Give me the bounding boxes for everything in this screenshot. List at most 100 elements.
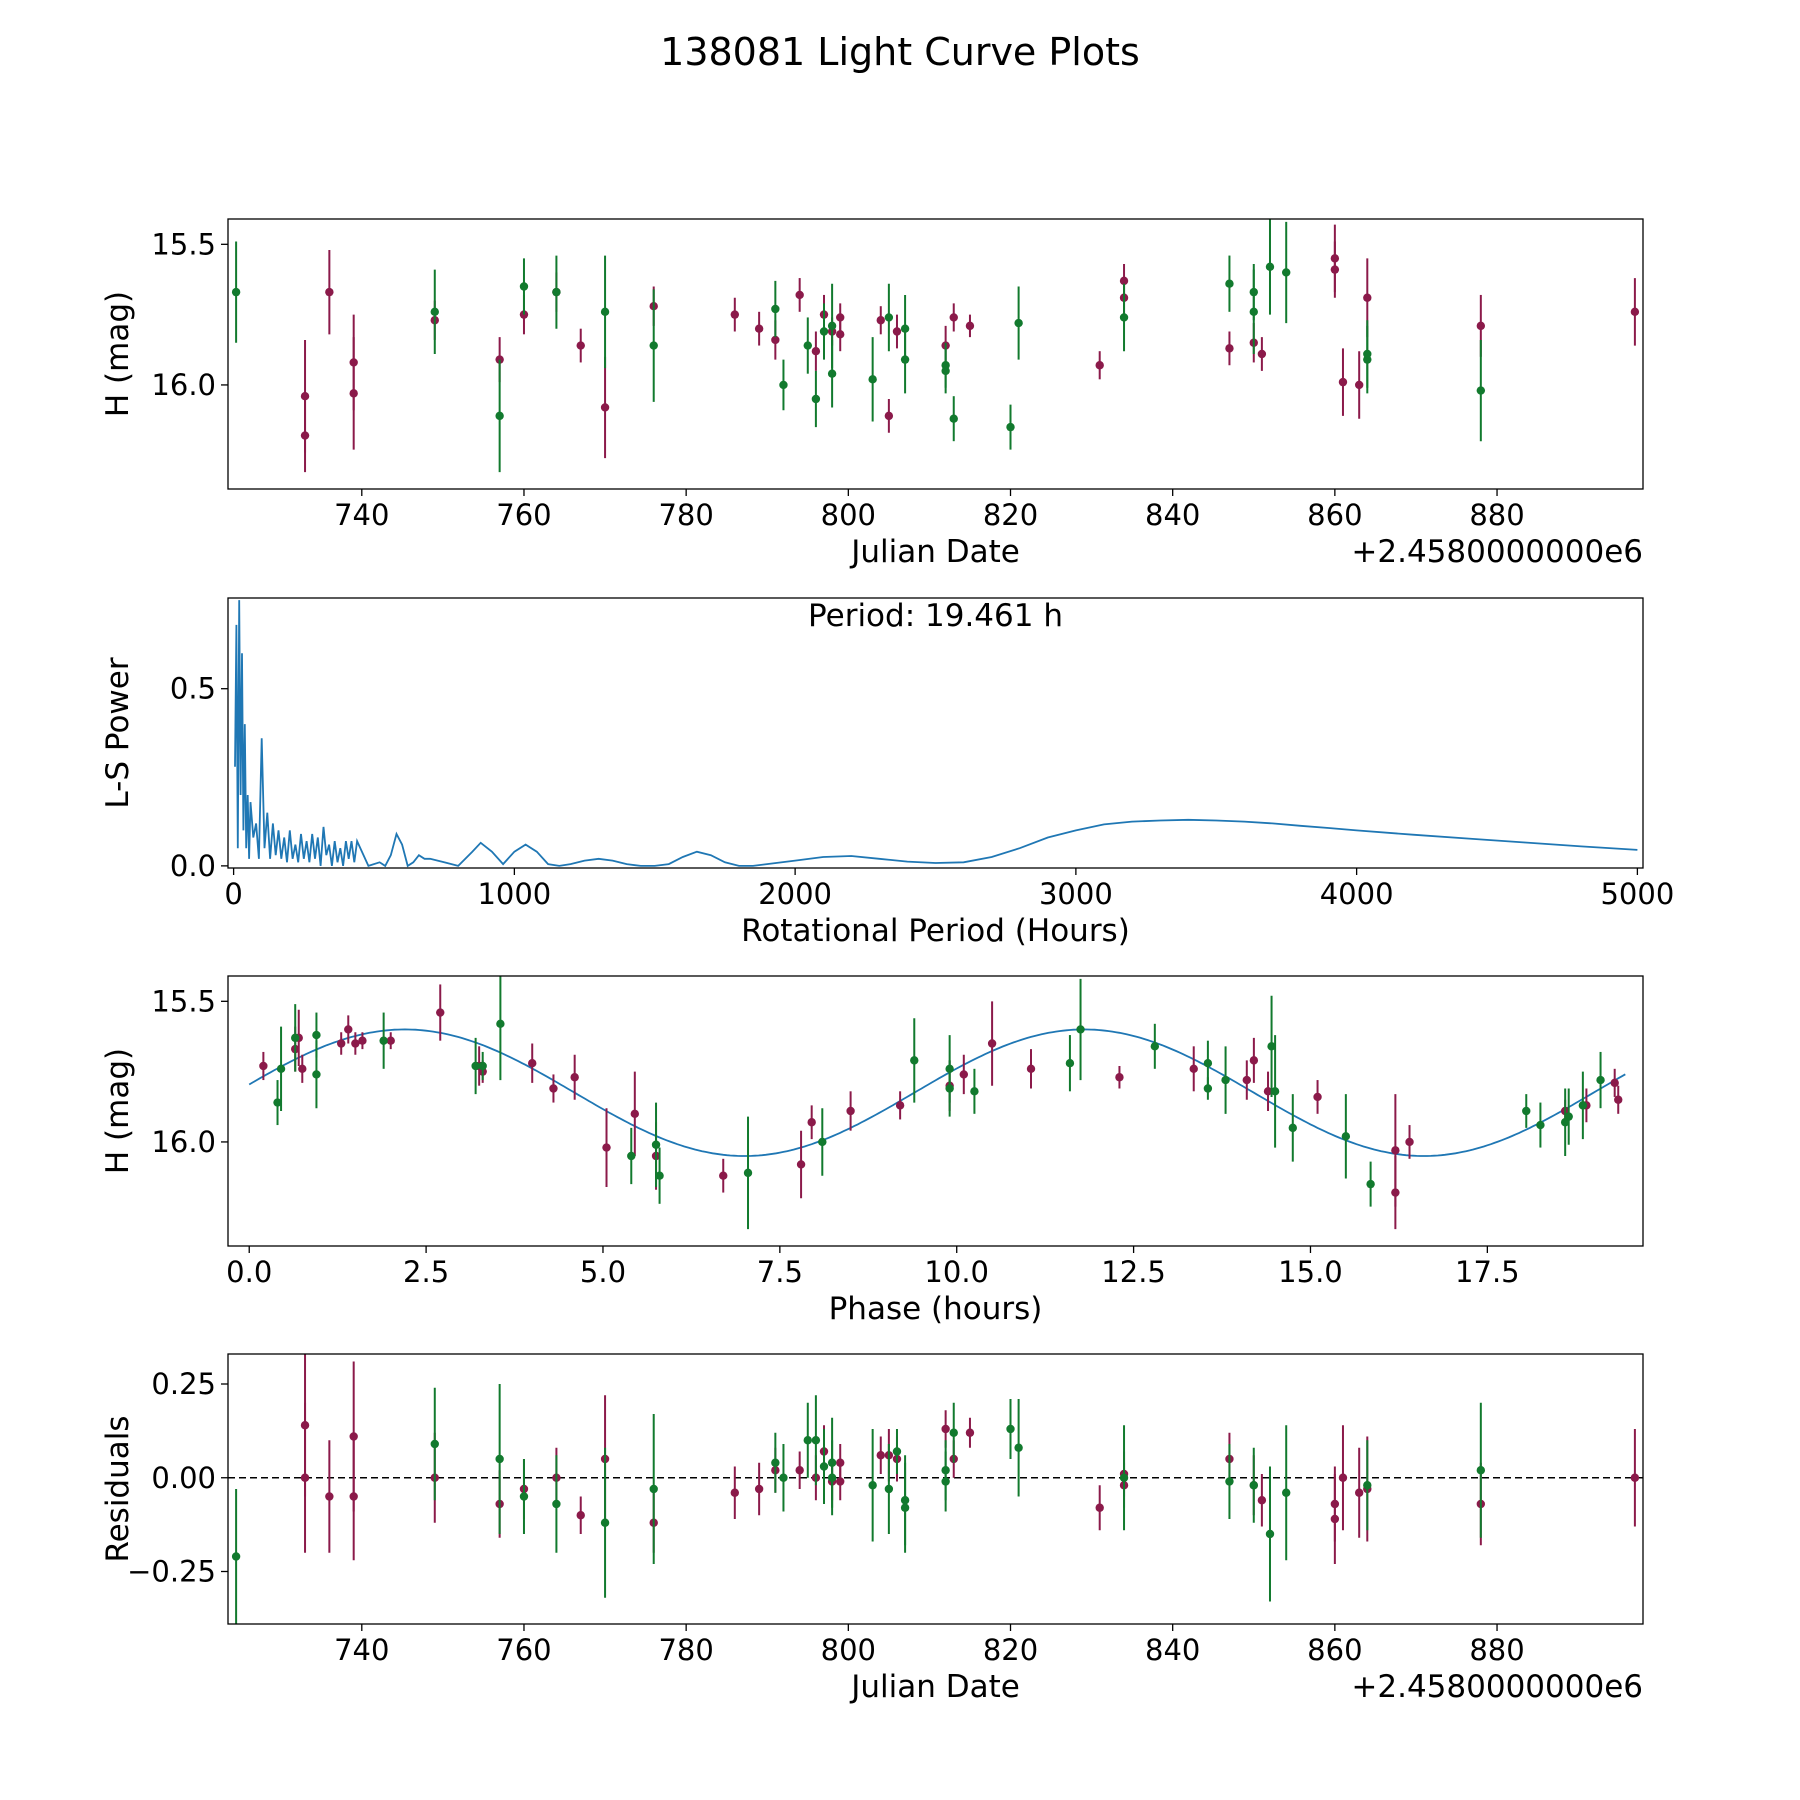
data-point-g (1265, 1529, 1275, 1539)
data-point-g (379, 1036, 388, 1045)
data-point-g (743, 1168, 753, 1178)
x-tick-label: 880 (1469, 498, 1524, 532)
data-point-r (349, 358, 358, 367)
data-point-r (846, 1106, 855, 1116)
data-point-r (1095, 361, 1104, 370)
data-point-g (827, 321, 837, 331)
data-point-g (627, 1151, 636, 1161)
data-point-g (1282, 268, 1291, 277)
data-point-g (1221, 1075, 1230, 1085)
data-point-r (795, 290, 804, 300)
data-point-g (900, 324, 910, 333)
data-point-r (349, 1492, 358, 1501)
x-tick-label: 760 (496, 498, 551, 532)
data-point-g (827, 1473, 837, 1482)
data-point-r (576, 1511, 585, 1520)
periodogram-panel: 0 1000 2000 3000 4000 5000 0.5 0.0 Rotational Pe… (100, 597, 1674, 949)
data-point-r (949, 313, 958, 322)
x-tick-label: 10.0 (924, 1255, 989, 1289)
data-point-g (519, 282, 529, 291)
data-point-r (1095, 1503, 1104, 1512)
data-point-r (1391, 1146, 1400, 1155)
data-point-g (1006, 1424, 1015, 1434)
light-curve-plot-area (231, 219, 1640, 473)
data-point-g (910, 1056, 919, 1065)
data-point-r (730, 1488, 740, 1497)
data-point-g (868, 375, 877, 384)
light-curve-frame (227, 218, 1644, 490)
x-tick-label: 840 (1145, 1633, 1200, 1667)
data-point-g (1119, 1473, 1129, 1482)
x-axis-label: Phase (hours) (829, 1291, 1043, 1327)
data-point-r (549, 1084, 558, 1093)
data-point-g (803, 341, 812, 350)
y-tick-label: 16.0 (151, 1125, 216, 1159)
x-tick-label: 5000 (1600, 877, 1674, 911)
data-point-g (1282, 1488, 1291, 1497)
data-point-g (1596, 1075, 1605, 1085)
data-point-r (344, 1025, 353, 1034)
data-point-r (1338, 377, 1348, 387)
data-point-g (1288, 1123, 1297, 1133)
data-point-g (1203, 1084, 1213, 1093)
data-point-g (1341, 1132, 1351, 1141)
data-point-g (496, 1019, 505, 1029)
y-axis-label: Residuals (100, 1415, 136, 1562)
data-point-g (471, 1061, 480, 1071)
data-point-g (771, 1458, 780, 1467)
data-point-g (949, 1428, 958, 1437)
x-tick-label: 860 (1307, 1633, 1362, 1667)
data-point-g (884, 1484, 894, 1494)
data-point-r (570, 1073, 579, 1082)
data-point-g (892, 1447, 902, 1456)
data-point-g (1203, 1058, 1213, 1068)
data-point-r (630, 1109, 640, 1119)
ls-power-line (234, 600, 1638, 868)
x-tick-label: 2.5 (403, 1255, 449, 1289)
x-tick-label: 7.5 (757, 1255, 803, 1289)
data-point-g (1265, 262, 1275, 272)
data-point-g (649, 1484, 658, 1494)
data-point-r (528, 1058, 537, 1068)
data-point-g (519, 1492, 529, 1501)
data-point-g (1249, 307, 1258, 317)
data-point-r (795, 1466, 804, 1475)
model-fit-curve (248, 1028, 1626, 1157)
x-offset-label: +2.4580000000e6 (1351, 1669, 1643, 1705)
data-point-g (941, 1477, 950, 1486)
data-point-r (1354, 380, 1364, 390)
data-point-g (276, 1064, 286, 1074)
data-point-r (337, 1039, 346, 1048)
data-point-r (796, 1160, 806, 1169)
data-point-r (876, 1451, 885, 1460)
data-point-g (1006, 422, 1015, 432)
data-point-r (1363, 293, 1372, 302)
data-point-r (730, 310, 740, 319)
y-tick-label: 15.5 (151, 227, 216, 261)
data-point-r (259, 1061, 268, 1071)
phase-folded-frame (227, 975, 1644, 1247)
data-point-r (1630, 1473, 1640, 1482)
data-point-g (827, 369, 837, 378)
data-point-g (231, 287, 241, 297)
data-point-r (1476, 321, 1486, 331)
data-point-g (649, 341, 658, 350)
data-point-g (1522, 1106, 1531, 1116)
data-point-r (1263, 1087, 1273, 1096)
data-point-g (600, 1518, 610, 1527)
data-point-r (965, 321, 975, 331)
data-point-g (1014, 1443, 1023, 1452)
x-tick-label: 5.0 (580, 1255, 626, 1289)
data-point-g (1363, 1481, 1372, 1490)
data-point-r (325, 287, 334, 297)
data-point-r (987, 1039, 997, 1048)
data-point-r (754, 324, 764, 333)
x-tick-label: 860 (1307, 498, 1362, 532)
data-point-g (655, 1171, 664, 1180)
data-point-r (876, 316, 885, 325)
data-point-r (576, 341, 585, 350)
data-point-r (1354, 1488, 1364, 1497)
data-point-r (1249, 1056, 1259, 1065)
data-point-g (1225, 279, 1234, 288)
